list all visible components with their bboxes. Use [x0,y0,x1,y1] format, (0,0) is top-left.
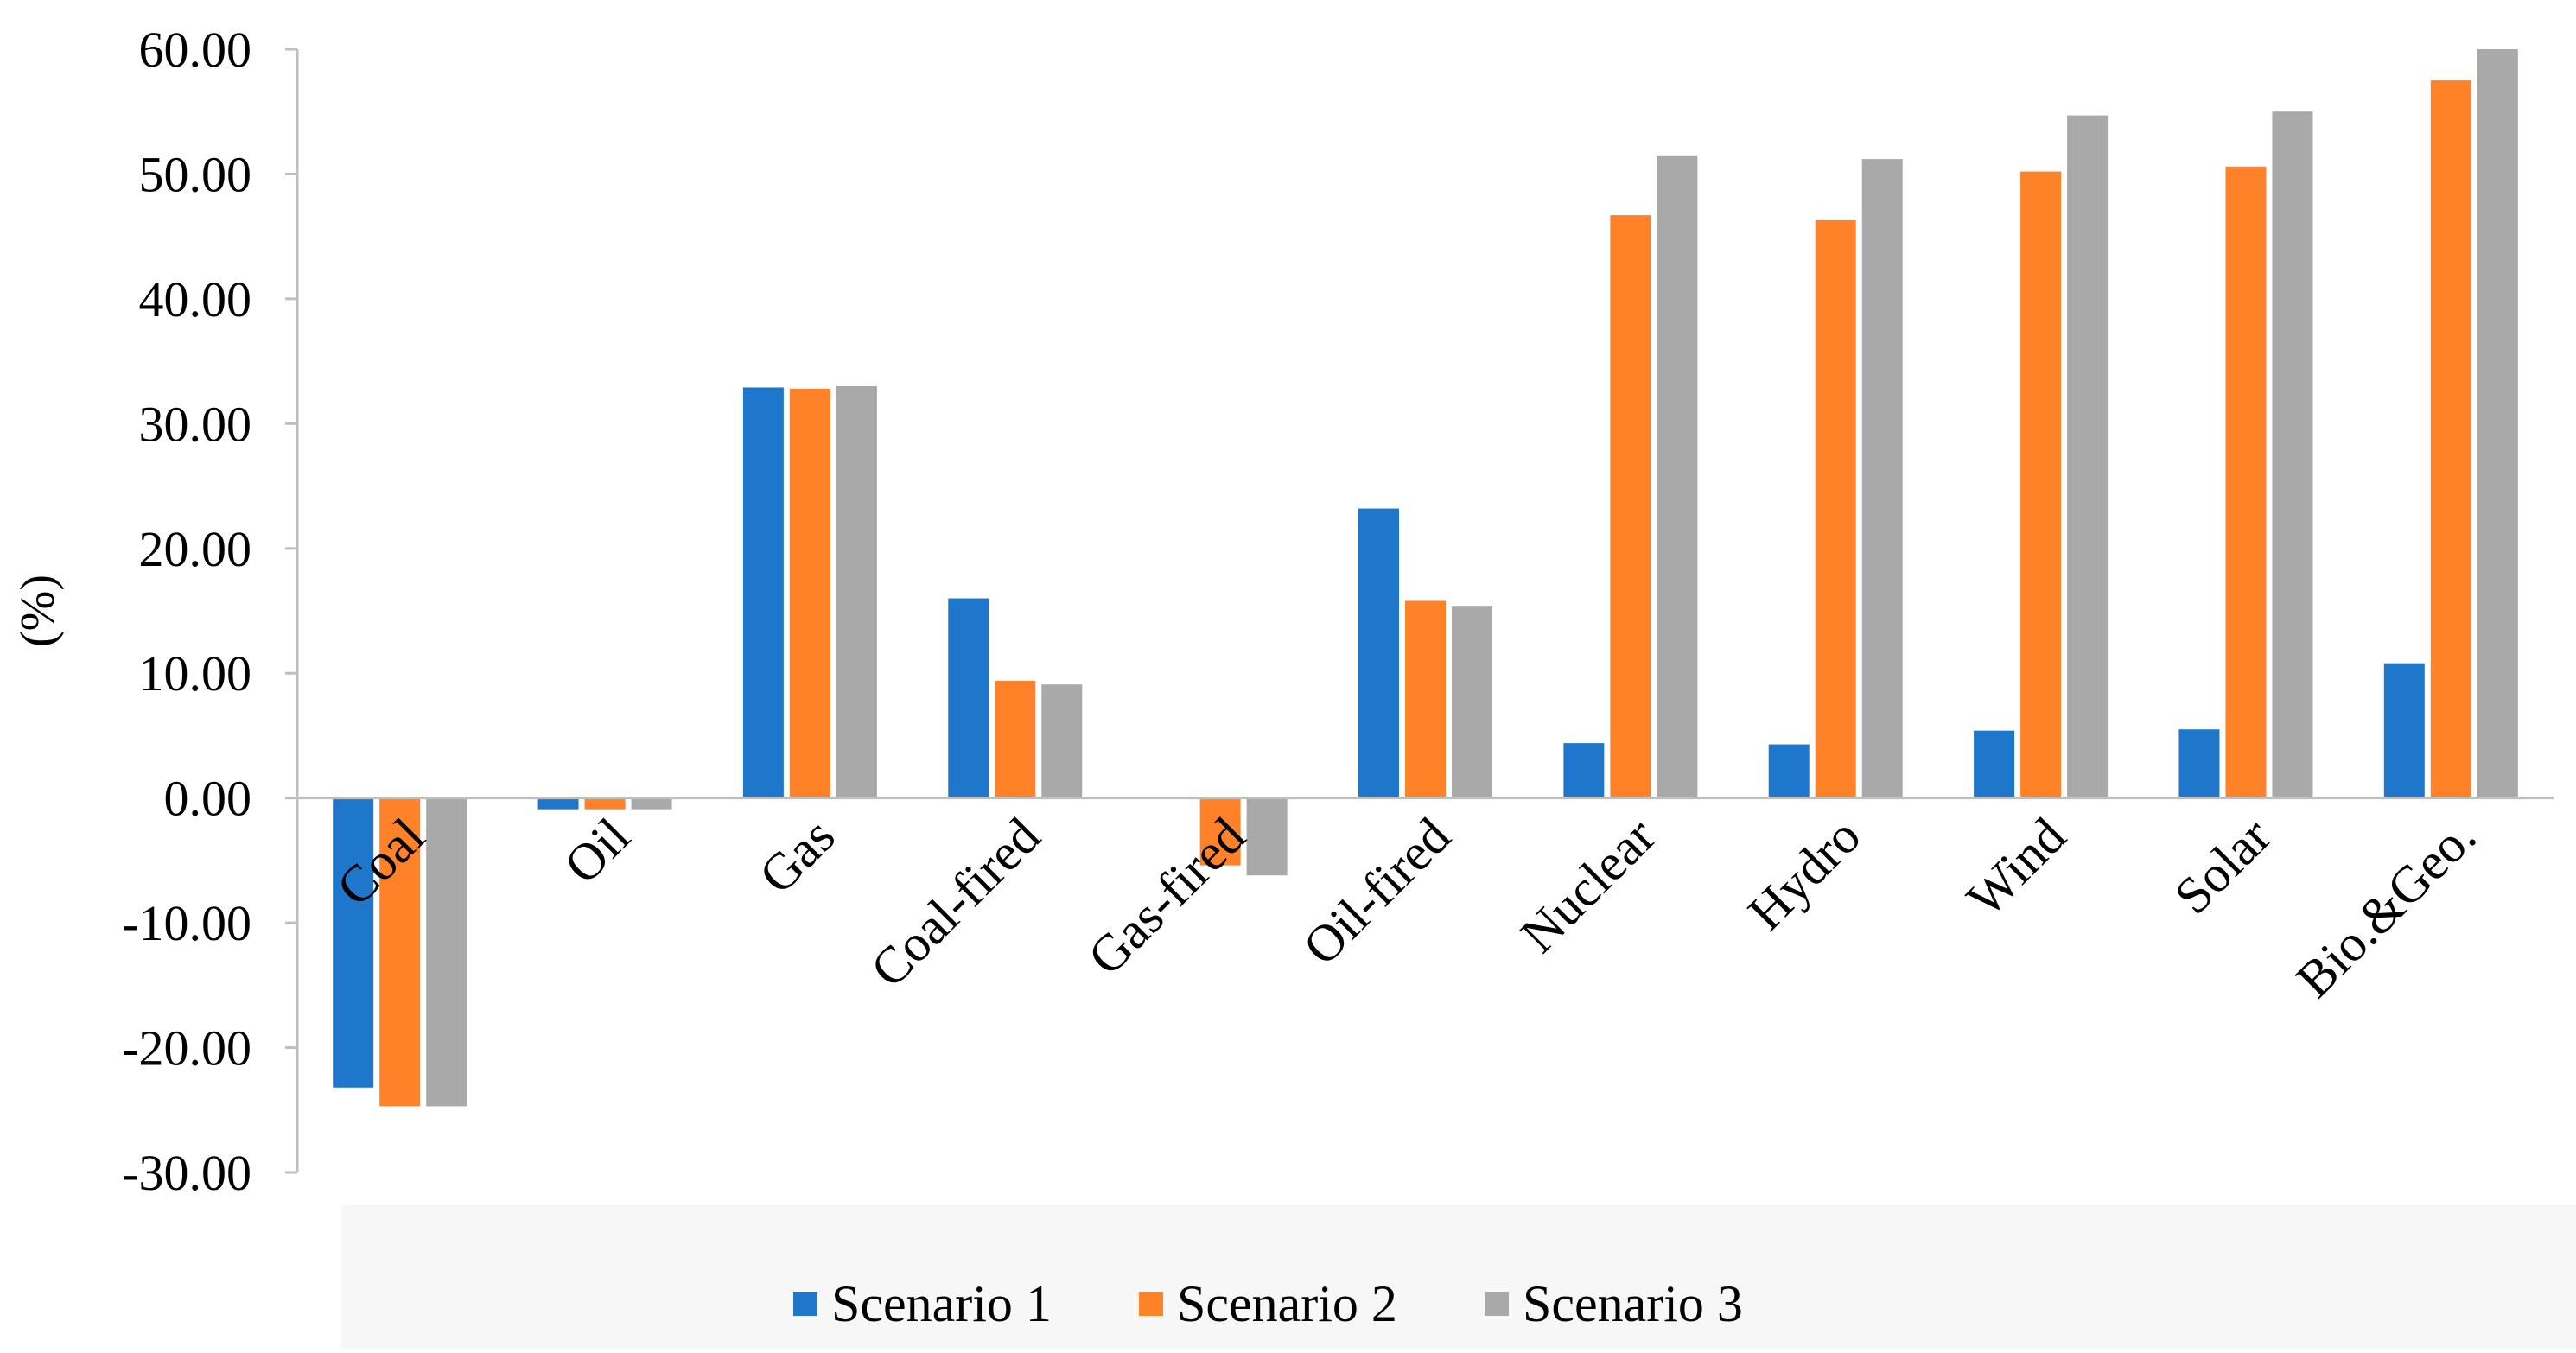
bar-series1-oil [537,797,579,810]
y-tick-label: 10.00 [139,645,252,702]
category-label: Nuclear [1510,807,1666,963]
legend-background [341,1205,2576,1349]
bar-series2-gas-fired [1199,797,1241,866]
category-label: Gas-fired [1077,807,1256,986]
bar-series3-coal-fired [1041,684,1083,798]
bar-series3-nuclear [1657,155,1698,798]
legend-label: Scenario 2 [1177,1275,1397,1332]
legend: Scenario 1 Scenario 2 Scenario 3 [793,1275,1743,1332]
y-tick-label: 40.00 [139,271,252,327]
bar-series3-gas [836,386,877,798]
bar-series3-gas-fired [1246,797,1288,876]
y-tick-label: 0.00 [164,771,252,827]
legend-swatch-series2 [1139,1292,1163,1316]
y-axis-title: (%) [11,575,65,647]
bar-series2-coal-fired [995,680,1036,798]
bar-series1-hydro [1768,744,1810,798]
bar-series1-solar [2178,729,2220,798]
bar-series2-bio-geo [2430,80,2471,798]
bar-series3-hydro [1861,159,1903,798]
bar-series2-oil-fired [1405,600,1446,798]
bar-series1-oil-fired [1358,508,1399,798]
category-label: Wind [1956,807,2077,927]
bar-series3-oil-fired [1452,606,1492,798]
category-label: Oil-fired [1293,807,1461,975]
bar-series2-nuclear [1610,215,1651,798]
bar-series2-oil [584,797,626,810]
bar-series1-coal [333,797,374,1088]
category-label: Hydro [1737,807,1871,941]
category-label: Coal-fired [860,807,1051,998]
y-tick-labels: -30.00 -20.00 -10.00 0.00 10.00 20.00 30.00 40.… [122,22,251,1201]
category-labels: Coal Oil Gas Coal-fired Gas-fired Oil-fired Nu… [326,807,2486,1008]
bar-series1-wind [1974,730,2015,798]
bar-series3-wind [2067,115,2109,798]
y-tick-label: 30.00 [139,396,252,452]
legend-swatch-series1 [793,1292,817,1316]
bar-series2-wind [2020,171,2062,798]
category-label: Solar [2164,807,2281,924]
bar-series3-oil [631,797,672,810]
category-label: Gas [748,807,846,905]
bar-series3-solar [2272,111,2313,798]
y-tick-label: 50.00 [139,146,252,202]
legend-label: Scenario 3 [1523,1275,1743,1332]
legend-label: Scenario 1 [831,1275,1052,1332]
y-tick-label: -20.00 [122,1020,251,1077]
bar-series1-nuclear [1563,743,1605,798]
bar-series1-bio-geo [2383,663,2425,798]
category-label: Oil [553,807,640,894]
bars-layer [333,49,2518,1107]
y-tick-label: -30.00 [122,1145,251,1201]
y-tick-label: 60.00 [139,22,252,78]
bar-series1-gas [742,387,784,798]
y-tick-label: -10.00 [122,895,251,951]
bar-series3-bio-geo [2477,49,2518,798]
bar-series2-hydro [1815,219,1856,798]
bar-series2-coal [379,797,421,1107]
bar-series3-coal [426,797,467,1107]
category-label: Bio.&Geo. [2286,807,2487,1008]
legend-swatch-series3 [1485,1292,1509,1316]
bar-series1-coal-fired [948,598,989,798]
bar-series2-solar [2225,166,2267,798]
bar-series2-gas [789,388,830,798]
y-tick-label: 20.00 [139,521,252,577]
axis-layer [285,48,2554,1174]
